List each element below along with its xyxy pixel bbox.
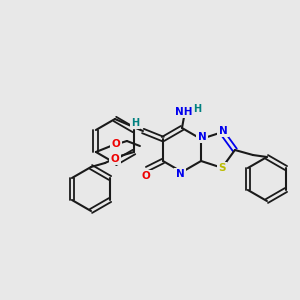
Text: S: S bbox=[218, 163, 226, 173]
Text: N: N bbox=[176, 169, 184, 179]
Text: O: O bbox=[111, 154, 119, 164]
Text: N: N bbox=[198, 132, 206, 142]
Text: H: H bbox=[193, 104, 201, 114]
Text: O: O bbox=[112, 139, 120, 149]
Text: O: O bbox=[142, 171, 150, 181]
Text: H: H bbox=[131, 118, 139, 128]
Text: NH: NH bbox=[175, 107, 193, 117]
Text: N: N bbox=[219, 126, 227, 136]
